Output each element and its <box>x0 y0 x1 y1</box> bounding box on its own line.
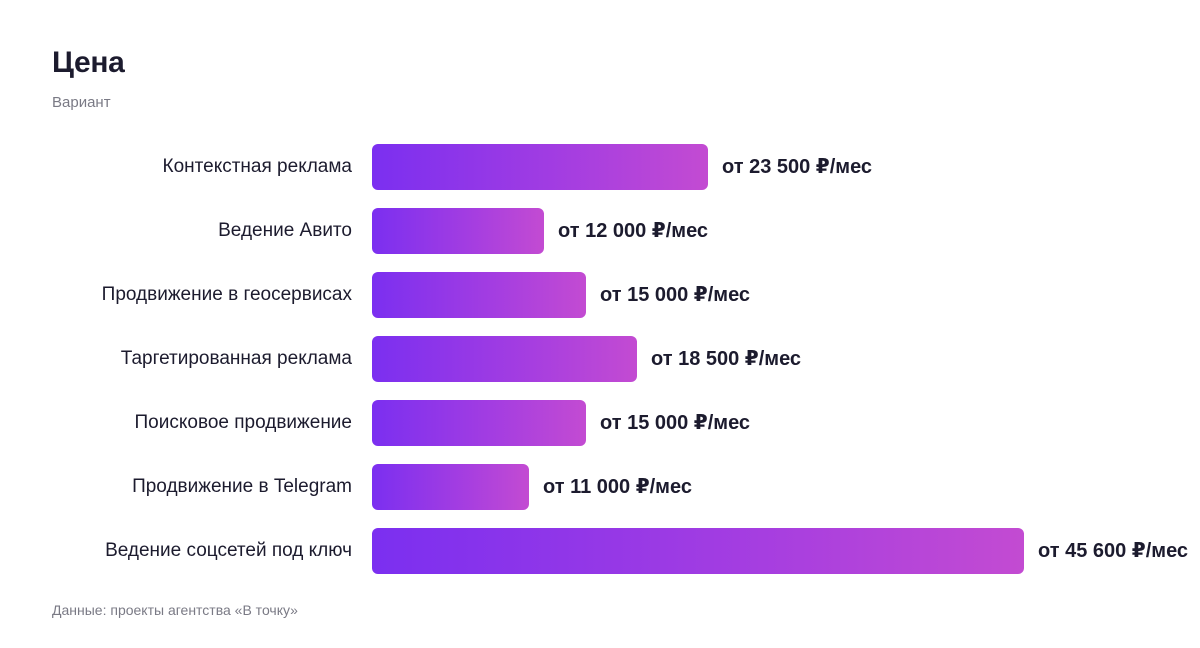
chart-title: Цена <box>52 46 125 79</box>
bar-row: Поисковое продвижение от 15 000 ₽/мес <box>0 400 1200 446</box>
value-label: от 15 000 ₽/мес <box>600 284 751 306</box>
bar-row: Таргетированная реклама от 18 500 ₽/мес <box>0 336 1200 382</box>
value-label: от 23 500 ₽/мес <box>722 156 873 178</box>
value-label: от 12 000 ₽/мес <box>558 220 709 242</box>
bar-row: Продвижение в геосервисах от 15 000 ₽/мес <box>0 272 1200 318</box>
category-label: Продвижение в геосервисах <box>101 284 352 305</box>
value-label: от 15 000 ₽/мес <box>600 412 751 434</box>
category-label: Ведение Авито <box>218 220 352 241</box>
bar-row: Контекстная реклама от 23 500 ₽/мес <box>0 144 1200 190</box>
value-label: от 11 000 ₽/мес <box>543 476 692 498</box>
category-label: Контекстная реклама <box>162 156 352 177</box>
bar-row: Ведение Авито от 12 000 ₽/мес <box>0 208 1200 254</box>
value-label: от 45 600 ₽/мес <box>1038 540 1189 562</box>
bar <box>372 464 529 510</box>
bar-row: Продвижение в Telegram от 11 000 ₽/мес <box>0 464 1200 510</box>
category-label: Поисковое продвижение <box>134 412 352 433</box>
bar <box>372 400 586 446</box>
category-label: Продвижение в Telegram <box>132 476 352 497</box>
category-label: Ведение соцсетей под ключ <box>105 540 352 561</box>
bar <box>372 144 708 190</box>
chart-source-note: Данные: проекты агентства «В точку» <box>52 602 298 618</box>
bar <box>372 336 637 382</box>
bar-row: Ведение соцсетей под ключ от 45 600 ₽/мес <box>0 528 1200 574</box>
bar <box>372 208 544 254</box>
bar <box>372 272 586 318</box>
chart-subtitle: Вариант <box>52 94 111 111</box>
bar <box>372 528 1024 574</box>
value-label: от 18 500 ₽/мес <box>651 348 802 370</box>
category-label: Таргетированная реклама <box>120 348 352 369</box>
